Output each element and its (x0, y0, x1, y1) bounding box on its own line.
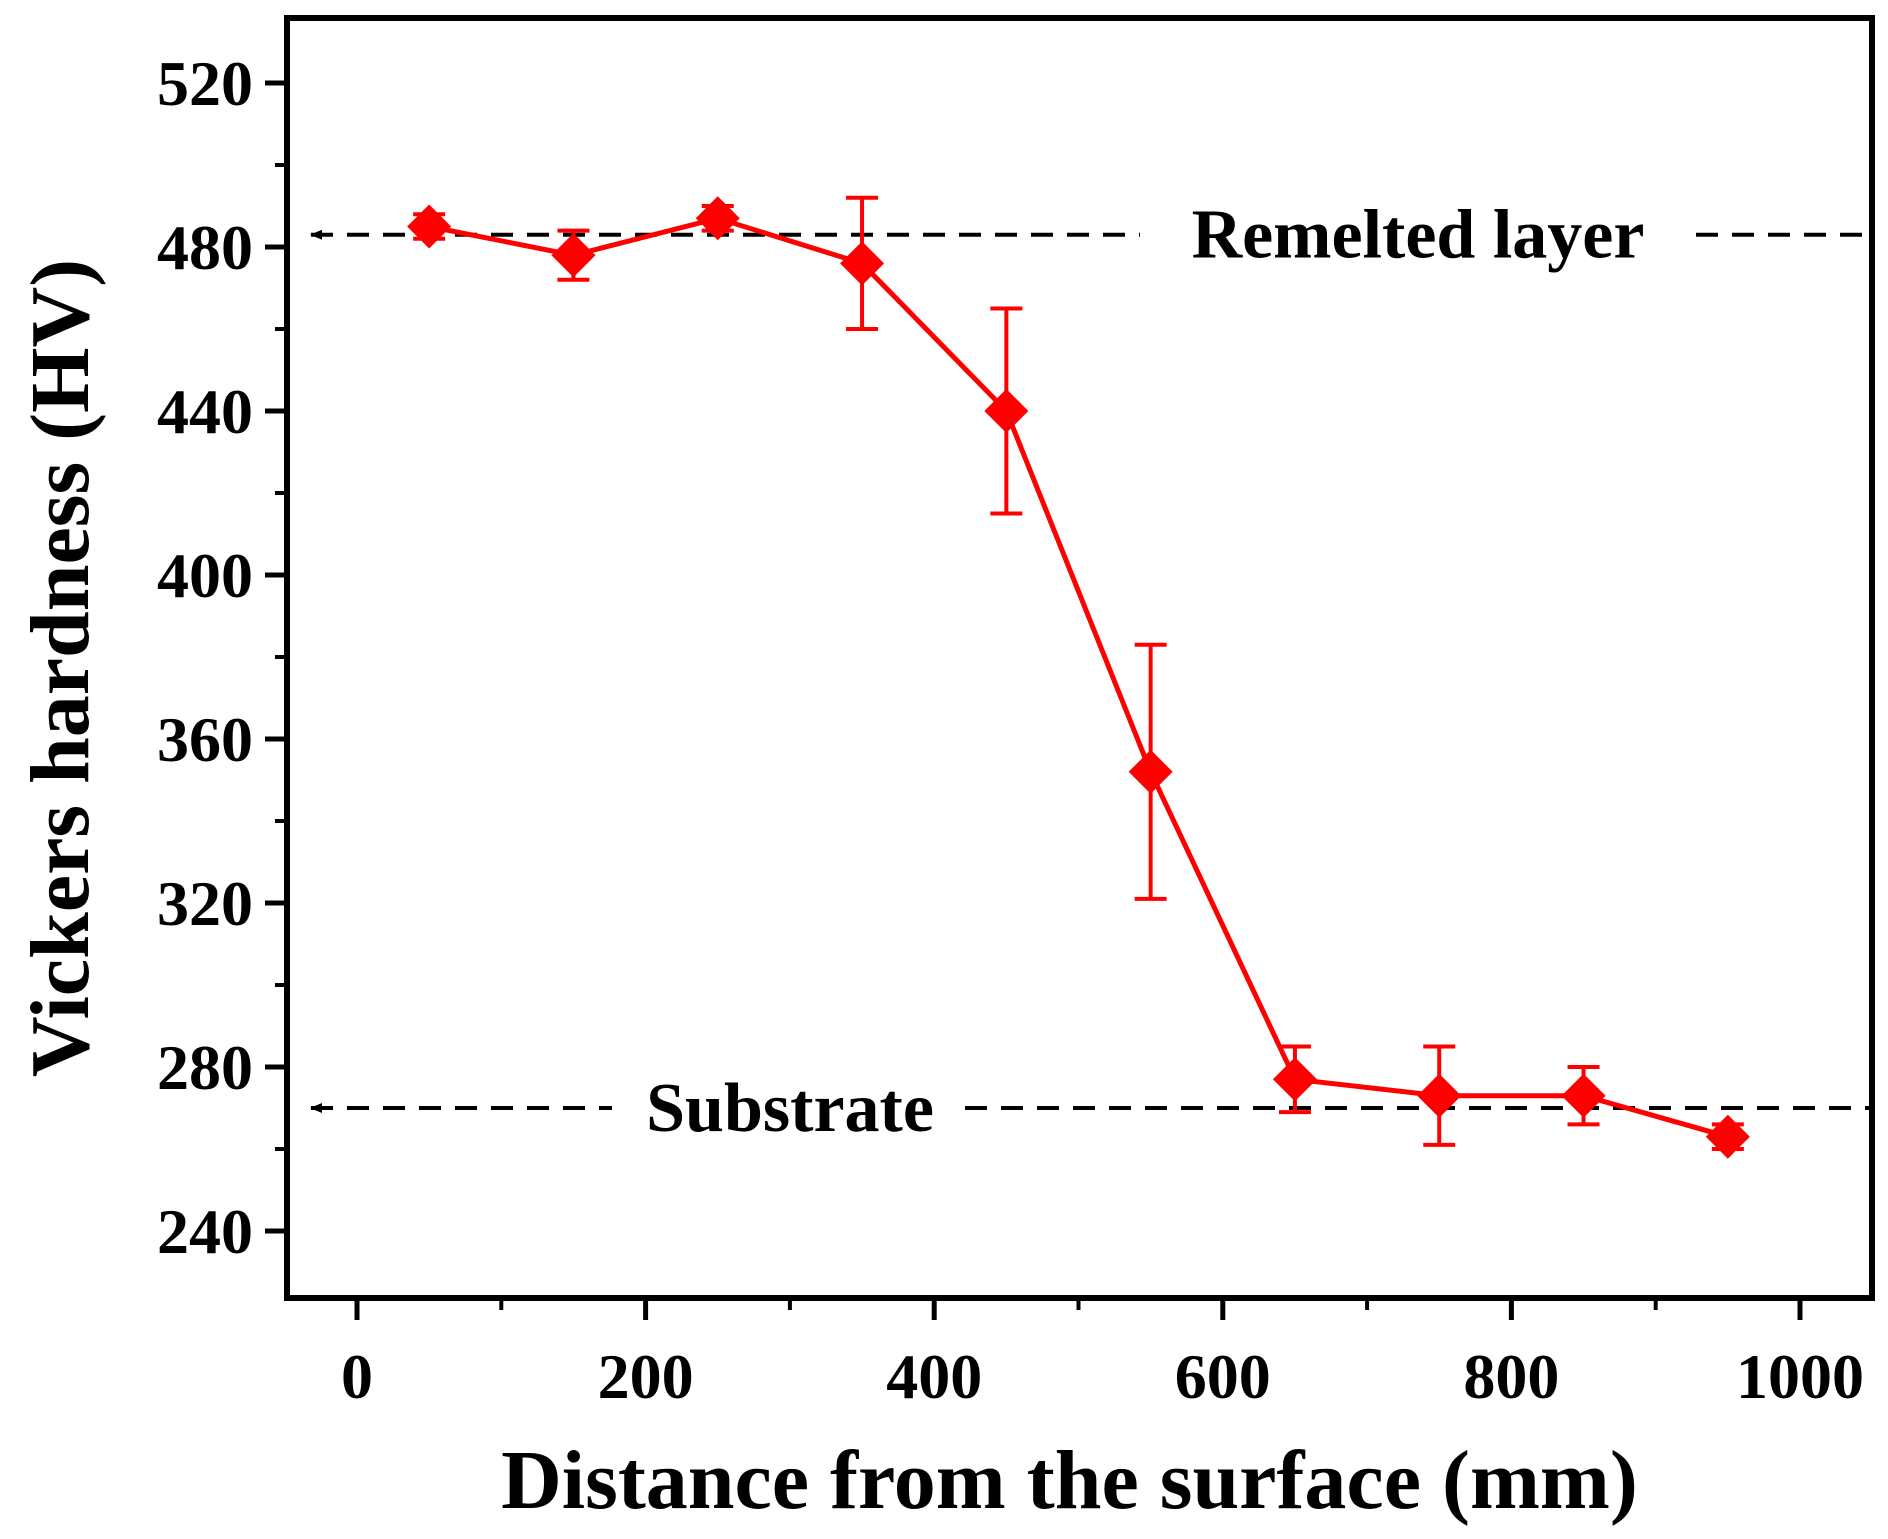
data-point (1272, 1057, 1317, 1102)
x-tick-label-800: 800 (1463, 1341, 1559, 1412)
x-axis-title: Distance from the surface (mm) (501, 1434, 1638, 1527)
x-tick-label-400: 400 (886, 1341, 982, 1412)
data-point (840, 241, 885, 286)
data-point (984, 389, 1029, 433)
y-tick-label-320: 320 (157, 868, 253, 939)
y-tick-label-280: 280 (157, 1032, 253, 1103)
data-point (1705, 1114, 1750, 1159)
y-tick-label-480: 480 (157, 212, 253, 283)
y-tick-label-440: 440 (157, 376, 253, 447)
reference-label-1: Substrate (646, 1070, 934, 1147)
x-tick-label-1000: 1000 (1736, 1341, 1864, 1412)
y-tick-label-240: 240 (157, 1196, 253, 1267)
data-point (407, 204, 452, 249)
axes-layer: 0 200 400 600 800 1000 240 280 320 360 400 440 480 52… (157, 15, 1875, 1412)
x-tick-label-200: 200 (598, 1341, 694, 1412)
data-point (551, 233, 596, 278)
series-line-0 (428, 215, 1729, 1140)
data-point (695, 196, 740, 241)
y-tick-label-360: 360 (157, 704, 253, 775)
y-tick-label-400: 400 (157, 540, 253, 611)
y-tick-label-520: 520 (157, 48, 253, 119)
data-point (1561, 1073, 1606, 1118)
data-point (1417, 1073, 1462, 1118)
reference-label-0: Remelted layer (1192, 197, 1645, 274)
x-tick-label-0: 0 (341, 1341, 373, 1412)
x-tick-label-600: 600 (1175, 1341, 1271, 1412)
data-point (1128, 749, 1173, 794)
y-axis-title: Vickers hardness (HV) (14, 259, 107, 1077)
reference-lines-layer: Remelted layer Substrate (310, 197, 1872, 1147)
series-layer (407, 195, 1750, 1159)
